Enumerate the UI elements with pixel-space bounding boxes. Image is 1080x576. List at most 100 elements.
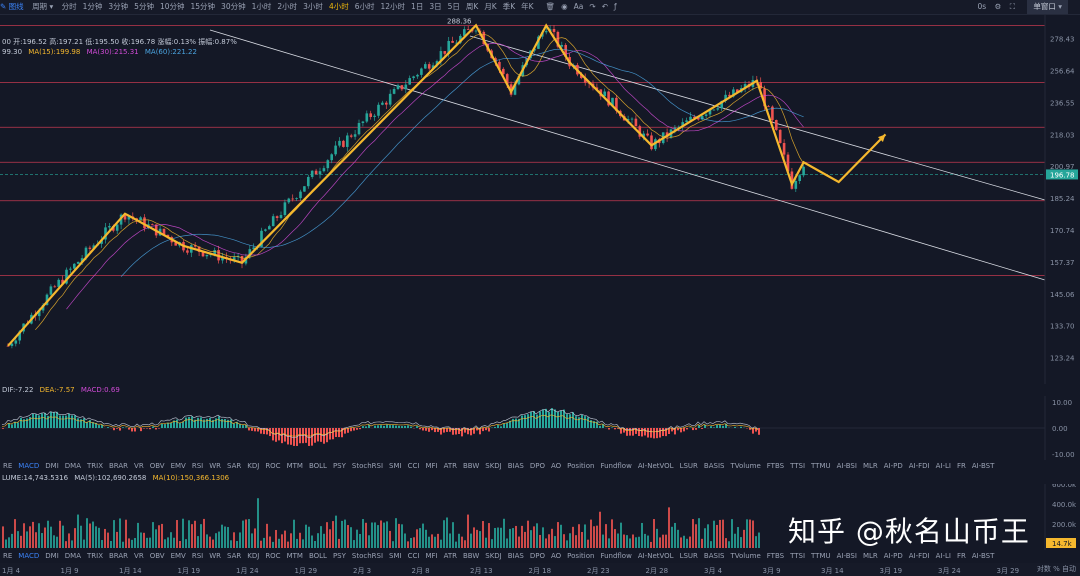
indicator-tab-13[interactable]: ROC (265, 462, 281, 470)
indicator-tab-41[interactable]: FR (956, 552, 966, 560)
timeframe-7[interactable]: 1小时 (251, 2, 272, 11)
timeframe-12[interactable]: 12小时 (380, 2, 406, 11)
timeframe-9[interactable]: 3小时 (303, 2, 323, 11)
indicator-tab-28[interactable]: Fundflow (600, 462, 632, 470)
indicator-tab-11[interactable]: SAR (227, 462, 242, 470)
indicator-tab-36[interactable]: AI-BSI (836, 552, 857, 560)
indicator-tab-35[interactable]: TTMU (811, 462, 831, 470)
indicator-tab-11[interactable]: SAR (227, 552, 242, 560)
indicator-tab-40[interactable]: AI-LI (935, 462, 951, 470)
single-window-button[interactable]: 单窗口 ▾ (1027, 0, 1068, 14)
indicator-tab-17[interactable]: StochRSI (351, 552, 384, 560)
indicator-tab-29[interactable]: AI-NetVOL (637, 462, 674, 470)
timeframe-16[interactable]: 周K (465, 2, 479, 11)
indicator-tab-23[interactable]: SKDJ (485, 552, 502, 560)
indicator-tab-20[interactable]: MFI (425, 462, 438, 470)
indicator-tab-23[interactable]: SKDJ (485, 462, 502, 470)
indicator-tab-33[interactable]: FTBS (766, 462, 785, 470)
timeframe-17[interactable]: 月K (484, 2, 497, 11)
chart-type-button[interactable]: ✎ 图线 (0, 2, 24, 11)
indicator-tab-9[interactable]: RSI (191, 552, 204, 560)
indicator-tab-34[interactable]: TTSI (790, 462, 806, 470)
indicator-tab-7[interactable]: OBV (149, 552, 165, 560)
timeframe-3[interactable]: 5分钟 (134, 2, 154, 11)
indicator-tab-21[interactable]: ATR (443, 552, 457, 560)
indicator-tab-19[interactable]: CCI (407, 552, 420, 560)
indicator-tab-9[interactable]: RSI (191, 462, 204, 470)
indicator-tab-10[interactable]: WR (209, 552, 222, 560)
indicator-tab-24[interactable]: BIAS (507, 462, 524, 470)
indicator-tab-18[interactable]: SMI (389, 462, 402, 470)
text-icon[interactable]: Aa (573, 2, 584, 11)
timeframe-8[interactable]: 2小时 (277, 2, 298, 11)
indicator-tab-34[interactable]: TTSI (790, 552, 806, 560)
period-dropdown[interactable]: 周期 ▾ (32, 2, 54, 11)
timeframe-11[interactable]: 6小时 (354, 2, 375, 11)
indicator-tab-35[interactable]: TTMU (811, 552, 831, 560)
indicator-tab-27[interactable]: Position (567, 462, 595, 470)
price-chart[interactable]: 288.36 278.43 256.64 236.55 218.03 200.97 185… (0, 14, 1080, 384)
redo-icon[interactable]: ↷ (589, 2, 596, 11)
indicator-tab-28[interactable]: Fundflow (600, 552, 632, 560)
timeframe-18[interactable]: 季K (502, 2, 516, 11)
indicator-tab-19[interactable]: CCI (407, 462, 420, 470)
fullscreen-icon[interactable]: ⛶ (1009, 2, 1015, 11)
indicator-tab-26[interactable]: AO (550, 462, 562, 470)
timeframe-1[interactable]: 1分钟 (82, 2, 103, 11)
indicator-tab-2[interactable]: DMI (45, 552, 59, 560)
indicator-tab-8[interactable]: EMV (170, 552, 186, 560)
indicator-tab-30[interactable]: LSUR (679, 462, 698, 470)
indicator-tab-15[interactable]: BOLL (308, 552, 327, 560)
indicator-tab-18[interactable]: SMI (389, 552, 402, 560)
indicator-tab-1[interactable]: MACD (18, 462, 40, 470)
indicator-tab-4[interactable]: TRIX (87, 552, 103, 560)
indicator-tab-3[interactable]: DMA (64, 552, 81, 560)
timeframe-10[interactable]: 4小时 (328, 2, 349, 11)
indicator-tab-31[interactable]: BASIS (703, 552, 725, 560)
undo-icon[interactable]: ↶ (601, 2, 608, 11)
indicator-tab-16[interactable]: PSY (332, 552, 346, 560)
indicator-tab-22[interactable]: BBW (462, 552, 480, 560)
indicator-tab-42[interactable]: AI-BST (971, 462, 995, 470)
timeframe-6[interactable]: 30分钟 (221, 2, 246, 11)
indicator-tab-39[interactable]: AI-FDI (908, 552, 930, 560)
indicator-tab-32[interactable]: TVolume (730, 462, 761, 470)
scale-options[interactable]: 对数 % 自动 (1036, 565, 1076, 573)
indicator-tab-13[interactable]: ROC (265, 552, 281, 560)
indicator-tab-3[interactable]: DMA (64, 462, 81, 470)
camera-icon[interactable]: ◉ (561, 2, 568, 11)
indicator-tab-5[interactable]: BRAR (109, 462, 129, 470)
indicator-tab-12[interactable]: KDJ (247, 462, 260, 470)
indicator-tab-37[interactable]: MLR (862, 462, 878, 470)
indicator-tab-0[interactable]: RE (3, 462, 13, 470)
timeframe-15[interactable]: 5日 (447, 2, 460, 11)
macd-chart[interactable]: 10.00 0.00 -10.00 (0, 396, 1080, 460)
settings-icon[interactable]: ⚙ (994, 2, 1002, 11)
indicator-tab-17[interactable]: StochRSI (351, 462, 384, 470)
indicator-tab-42[interactable]: AI-BST (971, 552, 995, 560)
indicator-tab-21[interactable]: ATR (443, 462, 457, 470)
indicator-tab-24[interactable]: BIAS (507, 552, 524, 560)
indicator-tab-30[interactable]: LSUR (679, 552, 698, 560)
indicator-tab-32[interactable]: TVolume (730, 552, 761, 560)
indicator-tab-38[interactable]: AI-PD (883, 552, 903, 560)
indicator-tab-10[interactable]: WR (209, 462, 222, 470)
indicator-tab-20[interactable]: MFI (425, 552, 438, 560)
volume-chart[interactable]: 600.0k 400.0k 200.0k 14.7k (0, 484, 1080, 550)
indicator-tab-22[interactable]: BBW (462, 462, 480, 470)
timeframe-19[interactable]: 年K (521, 2, 534, 11)
indicator-tab-8[interactable]: EMV (170, 462, 186, 470)
indicator-tab-1[interactable]: MACD (18, 552, 40, 560)
indicator-tab-14[interactable]: MTM (286, 462, 303, 470)
indicator-tab-15[interactable]: BOLL (308, 462, 327, 470)
indicator-tab-16[interactable]: PSY (332, 462, 346, 470)
timeframe-2[interactable]: 3分钟 (108, 2, 129, 11)
timeframe-0[interactable]: 分时 (61, 2, 77, 11)
indicator-tab-33[interactable]: FTBS (766, 552, 785, 560)
timeframe-13[interactable]: 1日 (411, 2, 424, 11)
indicator-tab-2[interactable]: DMI (45, 462, 59, 470)
indicator-tab-36[interactable]: AI-BSI (836, 462, 857, 470)
indicator-tab-39[interactable]: AI-FDI (908, 462, 930, 470)
indicator-tab-31[interactable]: BASIS (703, 462, 725, 470)
indicator-tab-27[interactable]: Position (567, 552, 595, 560)
